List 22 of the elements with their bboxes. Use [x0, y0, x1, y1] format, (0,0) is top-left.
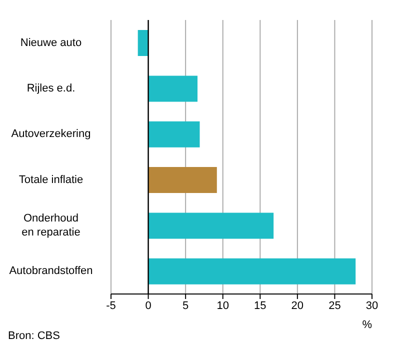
y-tick-label: Rijles e.d.: [26, 82, 76, 94]
y-tick-label: Autobrandstoffen: [9, 265, 93, 278]
x-axis-title: %: [362, 319, 372, 331]
text: Bron: CBS: [8, 330, 60, 342]
y-tick-label: Totale inflatie: [18, 174, 84, 186]
x-tick-label: 5: [182, 300, 189, 312]
x-tick-label: 20: [291, 300, 304, 312]
y-tick-label: Onderhoud en reparatie: [22, 212, 80, 238]
y-tick-label: Autoverzekering: [11, 128, 91, 140]
bar: [148, 76, 198, 102]
x-tick-label: 15: [254, 300, 266, 312]
bar: [148, 258, 356, 284]
bar: [148, 212, 274, 239]
x-tick-label: 30: [366, 300, 378, 312]
x-tick-label: 0: [145, 300, 152, 312]
bar: [148, 121, 200, 148]
bar: [138, 30, 148, 56]
x-tick-label: 10: [216, 300, 229, 312]
x-tick-label: -5: [106, 300, 116, 312]
bar: [148, 167, 217, 194]
x-tick-label: 25: [328, 300, 341, 312]
y-tick-label: Nieuwe auto: [20, 36, 82, 49]
